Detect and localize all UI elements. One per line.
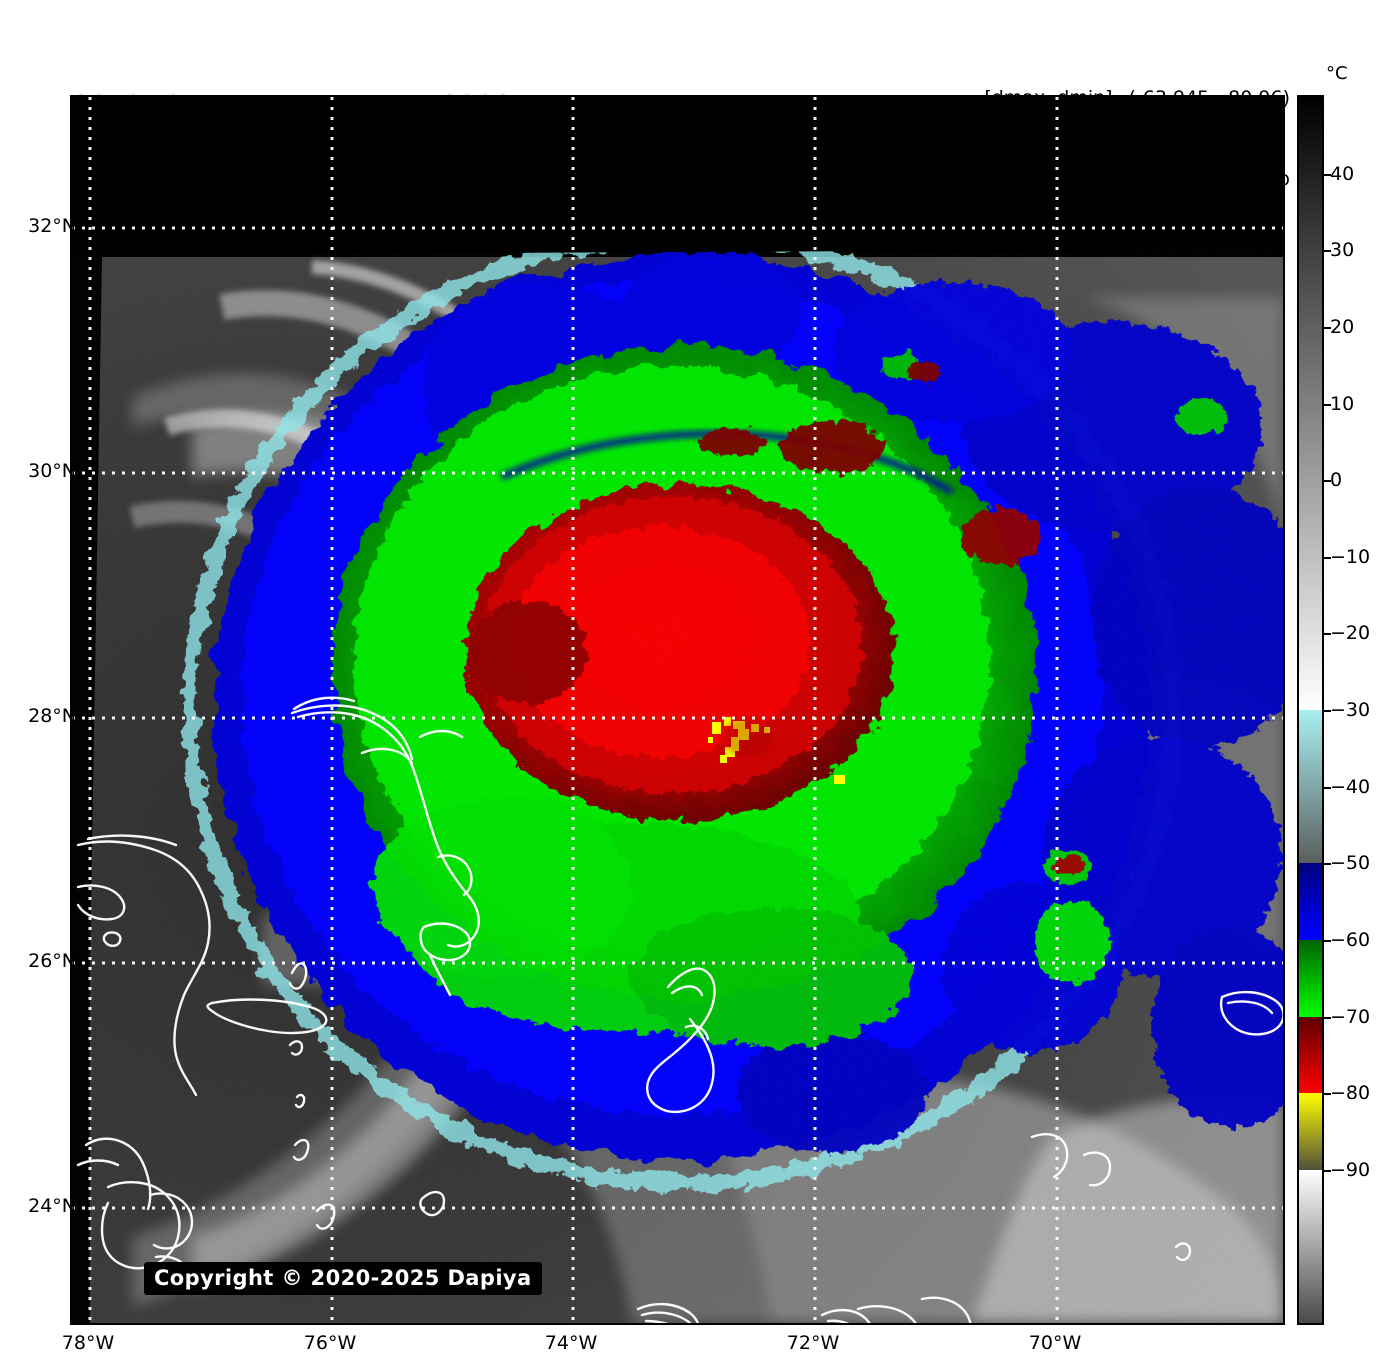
xtick-label-76W: 76°W bbox=[303, 1332, 357, 1354]
colorbar-unit-label: °C bbox=[1326, 63, 1348, 84]
copyright-watermark: Copyright © 2020-2025 Dapiya bbox=[144, 1262, 542, 1295]
xtick-label-70W: 70°W bbox=[1028, 1332, 1082, 1354]
colorbar-tickmark--20 bbox=[1324, 633, 1331, 636]
colorbar-tickmark-10 bbox=[1324, 403, 1331, 406]
satellite-image-plot: Copyright © 2020-2025 Dapiya bbox=[70, 95, 1285, 1325]
coastline-overlay bbox=[76, 696, 1283, 1323]
xtick-label-72W: 72°W bbox=[786, 1332, 840, 1354]
colorbar-tick-label--80: −80 bbox=[1330, 1082, 1371, 1105]
colorbar-tick-label--50: −50 bbox=[1330, 852, 1371, 875]
ytick-label-24N: 24°N bbox=[28, 1195, 76, 1217]
colorbar-tick-label-10: 10 bbox=[1330, 392, 1355, 415]
colorbar-segment-darkblue-to-blue-ramp bbox=[1299, 863, 1322, 940]
colorbar-tick-label-40: 40 bbox=[1330, 162, 1355, 185]
ytick-label-32N: 32°N bbox=[28, 215, 76, 237]
colorbar-tickmark--70 bbox=[1324, 1016, 1331, 1019]
temperature-colorbar bbox=[1297, 95, 1324, 1325]
colorbar-tick-label--90: −90 bbox=[1330, 1158, 1371, 1181]
ytick-label-26N: 26°N bbox=[28, 950, 76, 972]
colorbar-tickmark--50 bbox=[1324, 863, 1331, 866]
colorbar-tickmark-20 bbox=[1324, 326, 1331, 329]
colorbar-tick-label--70: −70 bbox=[1330, 1005, 1371, 1028]
colorbar-tick-label-0: 0 bbox=[1330, 469, 1343, 492]
colorbar-tickmark-30 bbox=[1324, 250, 1331, 253]
colorbar-tick-label--40: −40 bbox=[1330, 775, 1371, 798]
colorbar-tickmark-40 bbox=[1324, 173, 1331, 176]
ytick-label-30N: 30°N bbox=[28, 460, 76, 482]
colorbar-segment-cyan-to-gray-ramp bbox=[1299, 710, 1322, 864]
xtick-label-74W: 74°W bbox=[544, 1332, 598, 1354]
colorbar-tickmark--30 bbox=[1324, 710, 1331, 712]
colorbar-tickmark--90 bbox=[1324, 1169, 1331, 1172]
colorbar-tick-label-20: 20 bbox=[1330, 315, 1355, 338]
colorbar-tick-label--60: −60 bbox=[1330, 928, 1371, 951]
colorbar-tick-label-30: 30 bbox=[1330, 239, 1355, 262]
colorbar-segment-darkred-to-red-ramp bbox=[1299, 1016, 1322, 1094]
colorbar-tickmark--40 bbox=[1324, 786, 1331, 789]
colorbar-tickmark--80 bbox=[1324, 1093, 1331, 1096]
colorbar-segment-black-to-white-ramp bbox=[1299, 97, 1322, 710]
colorbar-tickmark--60 bbox=[1324, 939, 1331, 942]
xtick-label-78W: 78°W bbox=[61, 1332, 115, 1354]
ytick-label-28N: 28°N bbox=[28, 705, 76, 727]
colorbar-tick-label--10: −10 bbox=[1330, 545, 1371, 568]
colorbar-tickmark--10 bbox=[1324, 556, 1331, 559]
graticule-overlay bbox=[72, 97, 1283, 1323]
colorbar-tickmark-0 bbox=[1324, 480, 1331, 483]
colorbar-segment-white-to-gray-ramp bbox=[1299, 1169, 1322, 1323]
colorbar-tick-label--20: −20 bbox=[1330, 622, 1371, 645]
colorbar-segment-darkgreen-to-green-ramp bbox=[1299, 939, 1322, 1017]
colorbar-tick-label--30: −30 bbox=[1330, 699, 1371, 721]
colorbar-segment-yellow-to-olive-ramp bbox=[1299, 1093, 1322, 1170]
